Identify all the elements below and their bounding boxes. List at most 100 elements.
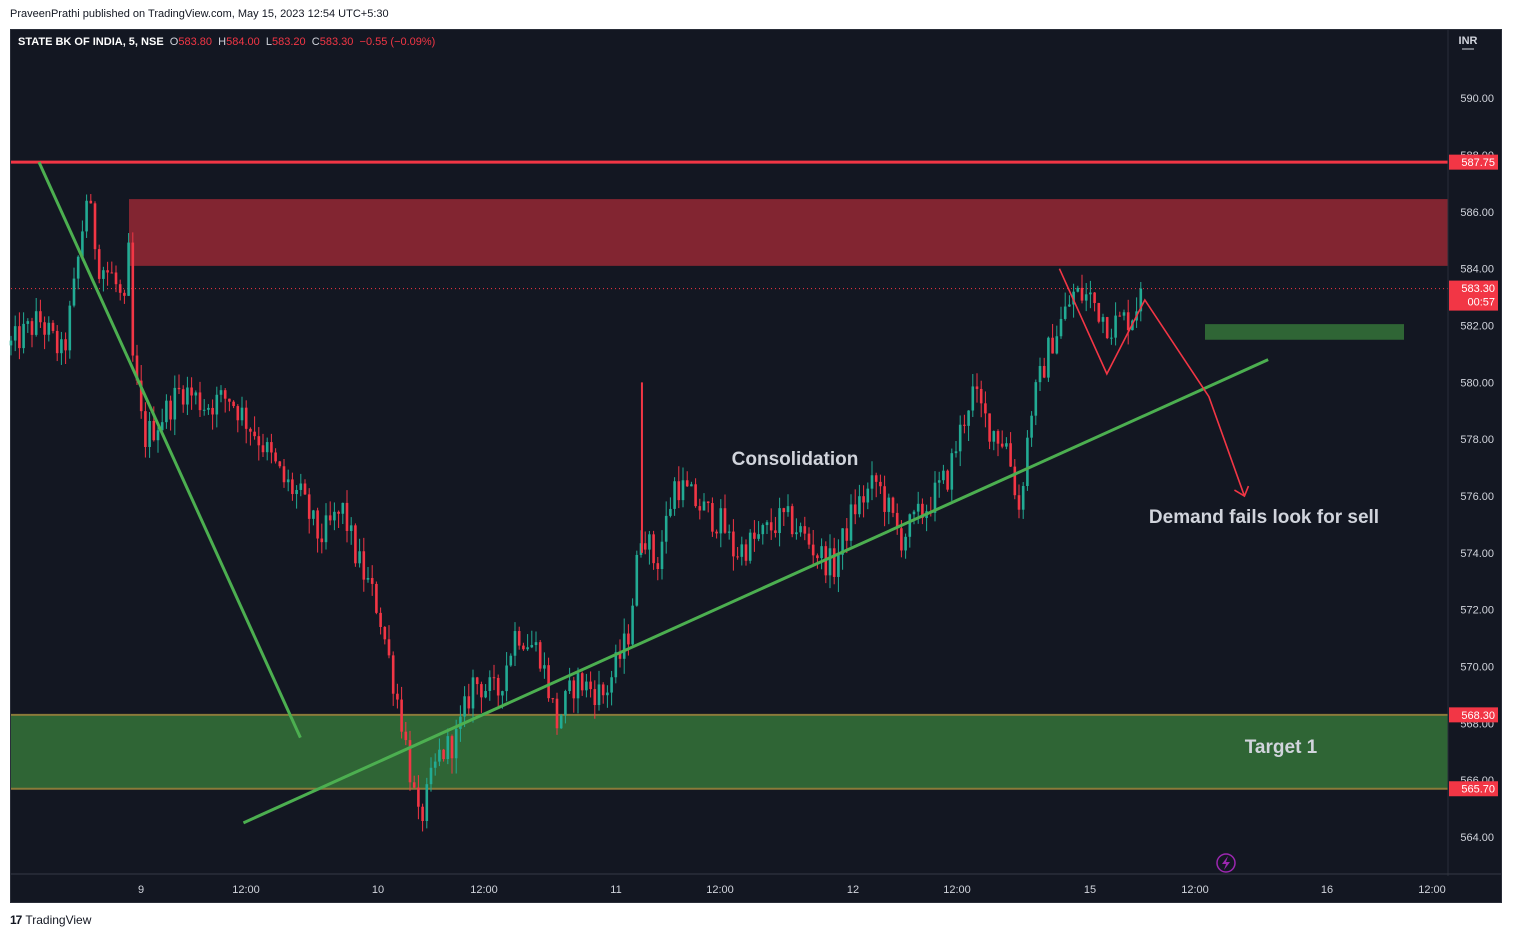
candle-body xyxy=(895,512,899,529)
candle-body xyxy=(228,398,231,402)
candle-body xyxy=(1118,315,1122,317)
candle-body xyxy=(979,388,983,404)
candle-body xyxy=(1038,366,1042,383)
candle-body xyxy=(198,392,202,411)
candle-body xyxy=(328,515,332,521)
trendline-ascending xyxy=(242,358,1269,825)
candle-body xyxy=(576,673,580,699)
price-label-value: 565.70 xyxy=(1461,784,1495,796)
candle-body xyxy=(156,430,160,441)
candle-body xyxy=(1034,382,1038,416)
candle-body xyxy=(589,681,592,690)
y-tick-label: 572.00 xyxy=(1460,605,1494,617)
header-change: −0.55 (−0.09%) xyxy=(360,36,436,48)
header-c-label: C xyxy=(312,36,320,48)
candle-body xyxy=(723,508,727,533)
candle-body xyxy=(715,531,718,534)
candle-body xyxy=(585,681,588,691)
candle-body xyxy=(664,515,668,542)
candle-body xyxy=(1101,317,1105,322)
candle-body xyxy=(677,481,681,501)
candle-body xyxy=(1114,315,1117,338)
candle-body xyxy=(694,484,697,507)
levels-layer xyxy=(11,160,1448,290)
candle-body xyxy=(543,665,546,669)
footer-brand: TradingView xyxy=(25,913,92,927)
candle-body xyxy=(362,551,366,580)
candle-body xyxy=(572,680,576,699)
candle-body xyxy=(832,548,836,577)
candle-body xyxy=(1000,443,1004,447)
candle-body xyxy=(862,496,865,503)
candle-body xyxy=(1072,291,1075,305)
candle-body xyxy=(795,532,798,535)
candle-body xyxy=(643,543,647,550)
candle-body xyxy=(131,242,135,356)
y-tick-label: 582.00 xyxy=(1460,321,1494,333)
candle-body xyxy=(215,394,219,415)
y-tick-label: 576.00 xyxy=(1460,491,1494,503)
candle-body xyxy=(219,390,223,395)
candle-body xyxy=(492,677,496,679)
candle-body xyxy=(874,475,878,482)
candle-body xyxy=(916,503,920,512)
candle-body xyxy=(9,340,13,346)
y-tick-label: 564.00 xyxy=(1460,832,1494,844)
candle-body xyxy=(564,691,567,716)
y-tick-label: 574.00 xyxy=(1460,548,1494,560)
candle-body xyxy=(194,392,198,396)
candle-body xyxy=(669,508,672,516)
y-tick-label: 580.00 xyxy=(1460,377,1494,389)
candle-body xyxy=(81,231,84,257)
candle-body xyxy=(958,424,962,452)
candle-body xyxy=(114,272,118,285)
candle-body xyxy=(849,504,853,541)
candle-body xyxy=(975,386,979,389)
candle-body xyxy=(177,387,181,390)
zones-layer xyxy=(11,199,1448,790)
candle-body xyxy=(244,407,248,429)
candle-body xyxy=(853,504,857,515)
candle-body xyxy=(559,715,563,729)
candle-body xyxy=(249,428,252,432)
candle-body xyxy=(320,538,324,543)
candle-body xyxy=(988,413,991,442)
candle-body xyxy=(673,481,676,509)
candle-body xyxy=(950,453,954,490)
candle-body xyxy=(408,740,412,783)
candle-body xyxy=(908,514,912,537)
candle-body xyxy=(534,642,538,646)
candle-body xyxy=(123,292,126,296)
y-tick-label: 570.00 xyxy=(1460,662,1494,674)
candle-body xyxy=(887,497,891,512)
candle-body xyxy=(530,645,534,648)
candle-body xyxy=(711,503,714,532)
candle-body xyxy=(740,544,744,557)
candle-body xyxy=(118,284,122,293)
projection-path xyxy=(1058,268,1246,497)
candle-body xyxy=(286,479,290,483)
candle-body xyxy=(223,390,227,399)
candle-body xyxy=(719,508,723,534)
candle-body xyxy=(786,506,790,513)
candle-body xyxy=(358,551,361,564)
candle-body xyxy=(1089,292,1092,295)
candle-body xyxy=(13,326,17,341)
candle-body xyxy=(354,525,357,564)
candle-body xyxy=(391,655,395,694)
y-tick-label: 586.00 xyxy=(1460,207,1494,219)
candle-body xyxy=(446,736,450,760)
candle-body xyxy=(601,684,605,696)
candle-body xyxy=(291,479,294,495)
candle-body xyxy=(501,691,504,696)
candle-body xyxy=(438,749,441,762)
candle-body xyxy=(421,806,424,821)
candle-body xyxy=(912,511,916,515)
candle-body xyxy=(992,431,996,442)
candle-body xyxy=(963,424,966,426)
candle-body xyxy=(261,445,265,453)
symbol-header-text: STATE BK OF INDIA, 5, NSE O583.80 H584.0… xyxy=(18,36,435,48)
candle-body xyxy=(1126,312,1130,331)
candle-body xyxy=(782,508,786,513)
